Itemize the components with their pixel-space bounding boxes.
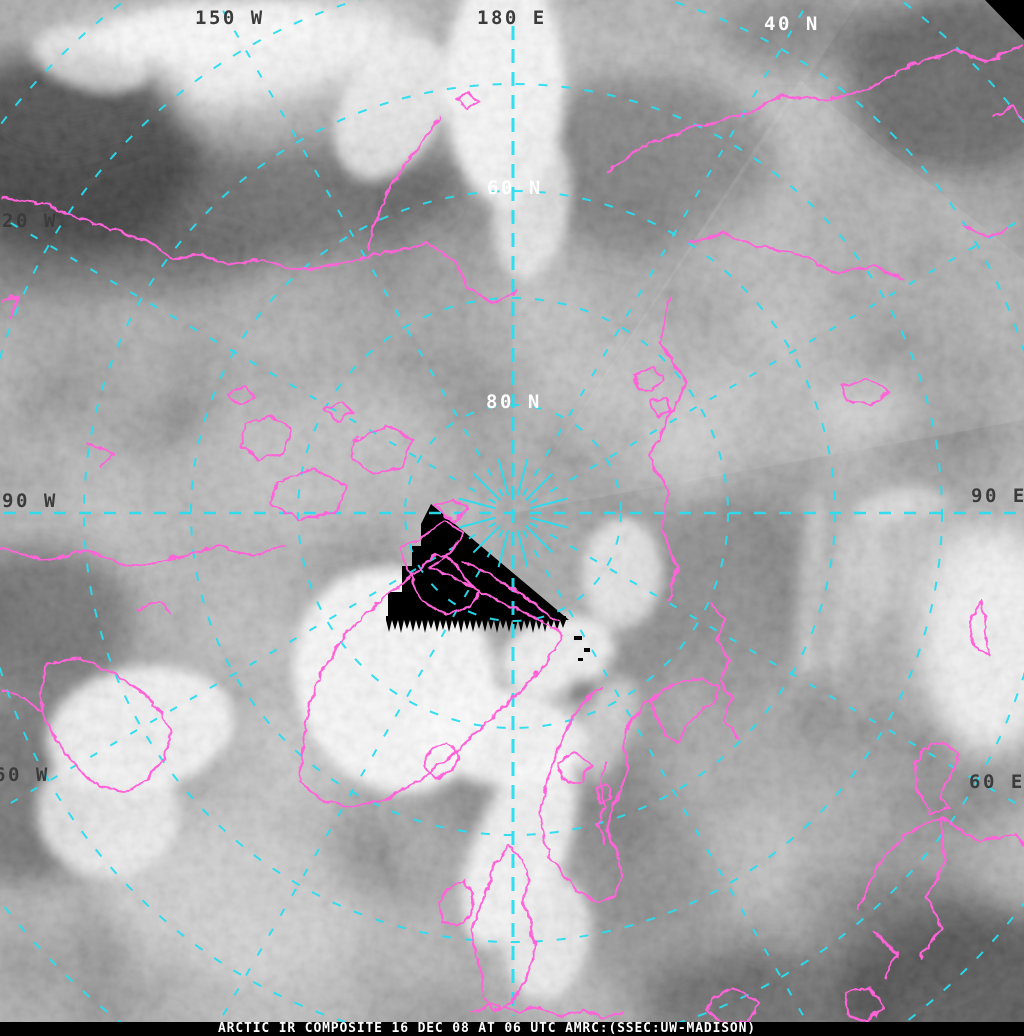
corner-cut: [985, 0, 1024, 40]
caption-text: ARCTIC IR COMPOSITE 16 DEC 08 AT 06 UTC …: [218, 1021, 756, 1036]
pole-starburst: [458, 458, 568, 568]
caption-bar: ARCTIC IR COMPOSITE 16 DEC 08 AT 06 UTC …: [0, 1022, 1024, 1036]
coastlines: [0, 42, 1024, 1022]
